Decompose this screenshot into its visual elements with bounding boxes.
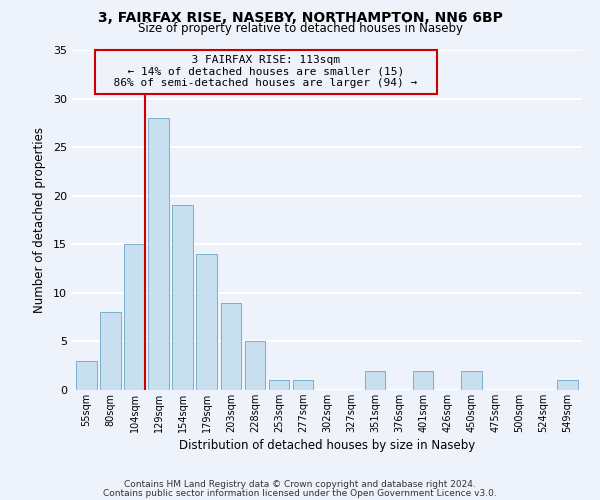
Bar (100, 312, 121, 390)
Bar (196, 254, 217, 390)
X-axis label: Distribution of detached houses by size in Naseby: Distribution of detached houses by size … (179, 439, 475, 452)
Bar (461, 370, 482, 390)
Bar (269, 380, 289, 390)
Text: 3 FAIRFAX RISE: 113sqm  
  ← 14% of detached houses are smaller (15)  
  86% of : 3 FAIRFAX RISE: 113sqm ← 14% of detached… (100, 55, 431, 88)
Text: Size of property relative to detached houses in Naseby: Size of property relative to detached ho… (137, 22, 463, 35)
Bar (293, 380, 313, 390)
Bar (413, 370, 433, 390)
Bar (148, 118, 169, 390)
Bar (557, 380, 578, 390)
Text: Contains HM Land Registry data © Crown copyright and database right 2024.: Contains HM Land Registry data © Crown c… (124, 480, 476, 489)
Bar (172, 206, 193, 390)
Bar (365, 370, 385, 390)
Text: 3, FAIRFAX RISE, NASEBY, NORTHAMPTON, NN6 6BP: 3, FAIRFAX RISE, NASEBY, NORTHAMPTON, NN… (98, 11, 502, 25)
Bar (245, 342, 265, 390)
Y-axis label: Number of detached properties: Number of detached properties (33, 127, 46, 313)
Bar (221, 302, 241, 390)
Bar (76, 361, 97, 390)
Text: Contains public sector information licensed under the Open Government Licence v3: Contains public sector information licen… (103, 488, 497, 498)
Bar (124, 244, 145, 390)
